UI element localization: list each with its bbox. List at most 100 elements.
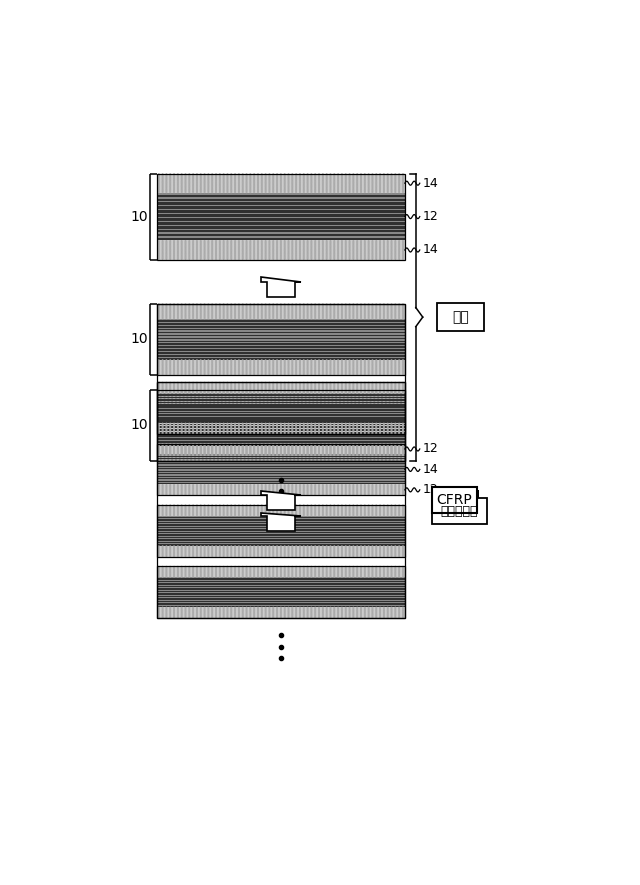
Bar <box>157 329 405 330</box>
Bar <box>157 227 405 228</box>
Bar <box>157 415 405 416</box>
Bar <box>157 529 405 531</box>
Bar <box>157 473 405 474</box>
Bar <box>157 396 405 398</box>
Text: 加熱・加圧: 加熱・加圧 <box>441 504 478 518</box>
Bar <box>157 382 405 393</box>
Bar <box>157 230 405 233</box>
Bar <box>157 566 405 618</box>
Bar <box>157 456 405 457</box>
Bar <box>157 195 405 196</box>
Bar <box>157 323 405 325</box>
Text: 12: 12 <box>422 210 438 223</box>
Bar <box>157 516 405 546</box>
Bar <box>157 419 405 420</box>
Bar <box>157 338 405 339</box>
Bar <box>157 412 405 413</box>
Bar <box>157 404 405 445</box>
Bar <box>157 409 405 411</box>
Bar <box>157 399 405 401</box>
Text: 10: 10 <box>131 418 148 432</box>
Bar <box>157 238 405 241</box>
Bar <box>157 586 405 587</box>
Bar <box>157 598 405 599</box>
Bar <box>157 389 405 460</box>
Bar <box>157 601 405 602</box>
Bar <box>157 460 405 462</box>
Bar <box>157 546 405 557</box>
Bar <box>157 424 405 425</box>
Bar <box>157 542 405 543</box>
Bar <box>157 471 405 472</box>
Bar <box>157 420 405 422</box>
Bar <box>157 358 405 359</box>
Bar <box>157 414 405 416</box>
Bar <box>157 605 405 607</box>
Bar <box>157 206 405 209</box>
Text: CFRP: CFRP <box>436 493 472 507</box>
Bar <box>157 304 405 374</box>
Text: 12: 12 <box>422 483 438 496</box>
Bar <box>157 393 405 423</box>
FancyBboxPatch shape <box>432 487 477 513</box>
Bar <box>157 407 405 408</box>
Bar <box>157 326 405 327</box>
Bar <box>157 566 405 577</box>
Bar <box>157 235 405 236</box>
Bar <box>157 304 405 460</box>
Bar <box>157 382 405 434</box>
Bar <box>157 525 405 526</box>
Bar <box>157 475 405 477</box>
Bar <box>157 355 405 357</box>
Bar <box>157 578 405 580</box>
Bar <box>157 350 405 351</box>
Bar <box>157 478 405 480</box>
Bar <box>157 466 405 467</box>
Bar <box>157 412 405 413</box>
Bar <box>157 539 405 541</box>
Bar <box>157 443 405 454</box>
Polygon shape <box>261 276 301 297</box>
Bar <box>157 581 405 582</box>
Bar <box>157 519 405 520</box>
Bar <box>157 193 405 241</box>
Bar <box>157 421 405 423</box>
Bar <box>157 454 405 484</box>
Bar <box>157 203 405 204</box>
Bar <box>157 198 405 201</box>
Bar <box>157 441 405 442</box>
Bar <box>157 607 405 618</box>
Bar <box>157 341 405 342</box>
Bar <box>157 359 405 374</box>
Bar <box>157 382 405 618</box>
Bar <box>157 583 405 585</box>
Polygon shape <box>261 513 301 531</box>
Bar <box>157 483 405 484</box>
Bar <box>157 404 405 405</box>
Bar <box>157 335 405 336</box>
Bar <box>157 417 405 418</box>
Bar <box>157 406 405 408</box>
Bar <box>157 504 405 557</box>
Bar <box>157 429 405 431</box>
Bar <box>157 346 405 348</box>
Text: 14: 14 <box>422 463 438 476</box>
Bar <box>157 241 405 259</box>
Bar <box>157 211 405 212</box>
Bar <box>157 173 405 259</box>
Bar <box>157 504 405 516</box>
Text: 14: 14 <box>422 177 438 189</box>
Bar <box>157 389 405 404</box>
Bar <box>157 522 405 523</box>
Bar <box>157 319 405 359</box>
Text: 積層: 積層 <box>452 310 469 324</box>
Bar <box>157 427 405 428</box>
Bar <box>157 214 405 217</box>
Bar <box>157 532 405 534</box>
Bar <box>157 394 405 396</box>
Bar <box>157 438 405 440</box>
Bar <box>157 481 405 482</box>
Bar <box>157 590 405 592</box>
Bar <box>157 409 405 411</box>
Bar <box>157 402 405 403</box>
